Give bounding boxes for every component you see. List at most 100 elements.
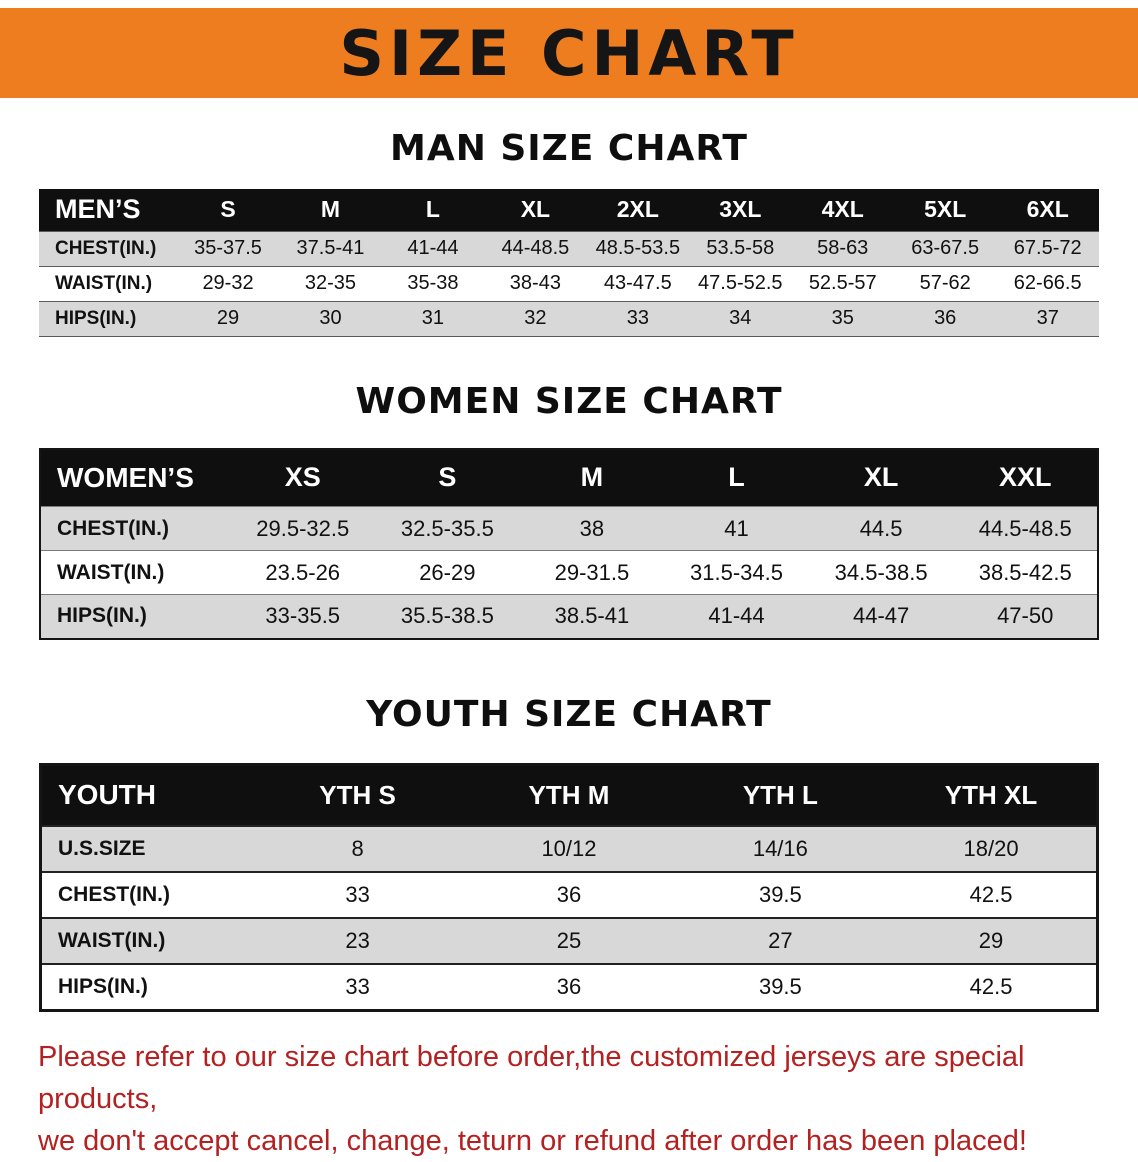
- size-value: 33: [586, 300, 690, 337]
- table-title-cell: YOUTH: [58, 779, 156, 811]
- size-value: 44-47: [808, 594, 954, 639]
- row-label: WAIST(IN.): [39, 265, 177, 302]
- size-column-header: M: [580, 462, 604, 493]
- size-value: 34.5-38.5: [808, 550, 954, 595]
- size-column-header: 4XL: [821, 196, 864, 223]
- size-column-header: XS: [284, 462, 321, 493]
- size-column-header: XL: [520, 196, 551, 223]
- size-value: 47-50: [953, 594, 1098, 639]
- size-value: 10/12: [463, 825, 675, 873]
- size-value: 33-35.5: [230, 594, 376, 639]
- size-column-header: YTH M: [528, 779, 610, 810]
- size-value: 42.5: [886, 871, 1098, 919]
- size-value: 36: [893, 300, 997, 337]
- disclaimer-line-2: we don't accept cancel, change, teturn o…: [38, 1124, 1027, 1157]
- size-column-header: 3XL: [719, 196, 762, 223]
- size-column-header: M: [320, 196, 341, 223]
- size-value: 41-44: [381, 230, 485, 267]
- size-value: 38-43: [484, 265, 587, 302]
- size-value: 63-67.5: [893, 230, 997, 267]
- size-column-header: L: [728, 462, 745, 493]
- size-value: 29: [176, 300, 280, 337]
- size-value: 8: [251, 825, 464, 873]
- size-value: 31.5-34.5: [664, 550, 809, 595]
- size-value: 39.5: [674, 963, 887, 1011]
- size-value: 44.5: [808, 506, 954, 551]
- row-label: CHEST(IN.): [39, 230, 177, 267]
- header-row: YOUTH YTH S YTH M YTH L YTH XL: [40, 764, 1098, 826]
- size-column-header: YTH S: [319, 779, 396, 810]
- size-value: 62-66.5: [996, 265, 1099, 302]
- table-title-cell: WOMEN’S: [57, 461, 194, 493]
- size-value: 31: [381, 300, 485, 337]
- size-value: 38.5-41: [519, 594, 665, 639]
- table-row: U.S.SIZE 8 10/12 14/16 18/20: [40, 825, 1098, 873]
- size-column-header: YTH XL: [944, 779, 1038, 810]
- size-value: 23: [251, 917, 464, 965]
- size-chart-title: SIZE CHART: [339, 16, 799, 90]
- row-label: HIPS(IN.): [40, 594, 231, 639]
- table-row: CHEST(IN.) 35-37.5 37.5-41 41-44 44-48.5 48.5…: [39, 230, 1099, 267]
- size-value: 23.5-26: [230, 550, 376, 595]
- size-value: 41: [664, 506, 809, 551]
- table-row: HIPS(IN.) 33 36 39.5 42.5: [40, 963, 1098, 1011]
- size-value: 29.5-32.5: [230, 506, 376, 551]
- size-value: 37.5-41: [279, 230, 382, 267]
- size-value: 27: [674, 917, 887, 965]
- header-row: MEN’S S M L XL 2XL 3XL 4XL 5XL 6XL: [39, 189, 1099, 231]
- size-value: 35: [791, 300, 894, 337]
- row-label: WAIST(IN.): [40, 550, 231, 595]
- men-section-title: MAN SIZE CHART: [390, 128, 748, 169]
- row-label: CHEST(IN.): [40, 506, 231, 551]
- size-value: 41-44: [664, 594, 809, 639]
- table-row: CHEST(IN.) 29.5-32.5 32.5-35.5 38 41 44.5 44.5…: [40, 506, 1098, 551]
- size-value: 43-47.5: [586, 265, 690, 302]
- size-value: 33: [251, 963, 464, 1011]
- row-label: U.S.SIZE: [40, 825, 252, 873]
- women-section-title: WOMEN SIZE CHART: [355, 380, 783, 422]
- size-value: 33: [251, 871, 464, 919]
- size-value: 39.5: [674, 871, 887, 919]
- size-column-header: S: [438, 462, 457, 493]
- size-value: 32-35: [279, 265, 382, 302]
- size-value: 67.5-72: [996, 230, 1099, 267]
- size-column-header: XXL: [998, 462, 1052, 493]
- size-column-header: 5XL: [924, 196, 967, 223]
- table-title-cell: MEN’S: [55, 194, 141, 225]
- size-value: 34: [689, 300, 792, 337]
- table-row: WAIST(IN.) 29-32 32-35 35-38 38-43 43-47.5 47.…: [39, 265, 1099, 302]
- size-value: 30: [279, 300, 382, 337]
- size-value: 35-37.5: [176, 230, 280, 267]
- size-column-header: 6XL: [1026, 196, 1069, 223]
- size-value: 26-29: [375, 550, 520, 595]
- men-size-table: MEN’S S M L XL 2XL 3XL 4XL 5XL 6XL CHEST(IN.) 35-37…: [39, 189, 1099, 337]
- size-value: 32.5-35.5: [375, 506, 520, 551]
- table-row: HIPS(IN.) 33-35.5 35.5-38.5 38.5-41 41-44 44-…: [40, 594, 1098, 639]
- size-value: 48.5-53.5: [586, 230, 690, 267]
- women-size-table: WOMEN’S XS S M L XL XXL CHEST(IN.) 29.5-32.5 32.5…: [39, 447, 1099, 640]
- size-value: 53.5-58: [689, 230, 792, 267]
- row-label: CHEST(IN.): [40, 871, 252, 919]
- size-value: 29: [886, 917, 1098, 965]
- size-column-header: L: [425, 196, 440, 223]
- size-value: 44-48.5: [484, 230, 587, 267]
- size-value: 36: [463, 963, 675, 1011]
- size-value: 37: [996, 300, 1099, 337]
- size-value: 14/16: [674, 825, 887, 873]
- youth-size-table: YOUTH YTH S YTH M YTH L YTH XL U.S.SIZE 8 10/12…: [39, 762, 1099, 1012]
- table-row: CHEST(IN.) 33 36 39.5 42.5: [40, 871, 1098, 919]
- size-value: 57-62: [893, 265, 997, 302]
- row-label: WAIST(IN.): [40, 917, 252, 965]
- table-row: WAIST(IN.) 23 25 27 29: [40, 917, 1098, 965]
- size-value: 38.5-42.5: [953, 550, 1098, 595]
- size-value: 36: [463, 871, 675, 919]
- size-value: 58-63: [791, 230, 894, 267]
- disclaimer: Please refer to our size chart before or…: [38, 1036, 1100, 1162]
- size-value: 44.5-48.5: [953, 506, 1098, 551]
- size-value: 29-32: [176, 265, 280, 302]
- row-label: HIPS(IN.): [40, 963, 252, 1011]
- size-value: 29-31.5: [519, 550, 665, 595]
- table-row: HIPS(IN.) 29 30 31 32 33 34 35 36 37: [39, 300, 1099, 337]
- size-value: 35-38: [381, 265, 485, 302]
- size-column-header: YTH L: [742, 779, 818, 810]
